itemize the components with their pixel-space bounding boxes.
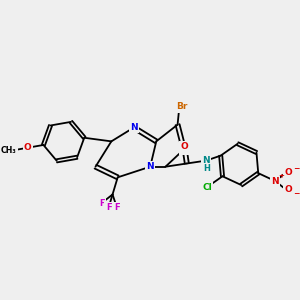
Text: Cl: Cl: [202, 182, 212, 191]
Text: −: −: [293, 164, 299, 172]
Text: −: −: [293, 190, 299, 199]
Text: F: F: [106, 203, 111, 212]
Text: N: N: [146, 162, 154, 171]
Text: O: O: [24, 143, 32, 152]
Text: O: O: [181, 142, 188, 151]
Text: F: F: [99, 199, 104, 208]
Text: Br: Br: [176, 102, 187, 111]
Text: H: H: [203, 164, 210, 173]
Text: N: N: [202, 156, 210, 165]
Text: N: N: [272, 177, 279, 186]
Text: CH₃: CH₃: [1, 146, 17, 155]
Text: +: +: [279, 173, 284, 179]
Text: N: N: [130, 123, 138, 132]
Text: F: F: [114, 203, 120, 212]
Text: O: O: [285, 168, 292, 177]
Text: O: O: [285, 185, 292, 194]
Text: N: N: [180, 145, 188, 154]
